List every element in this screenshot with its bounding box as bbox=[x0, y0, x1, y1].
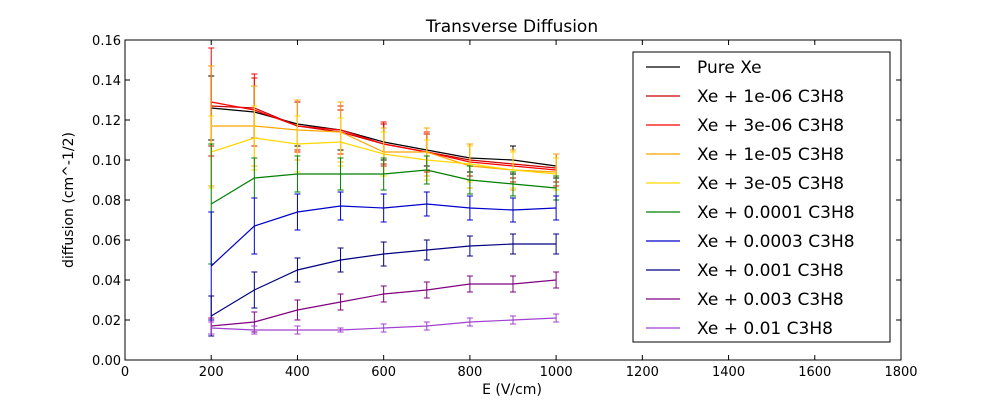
y-tick-label: 0.16 bbox=[92, 34, 121, 49]
y-tick-label: 0.00 bbox=[92, 354, 121, 369]
x-tick-label: 400 bbox=[285, 365, 310, 380]
series-group bbox=[208, 143, 560, 265]
series-line bbox=[210, 243, 557, 317]
y-tick-label: 0.04 bbox=[92, 274, 121, 289]
x-tick-label: 1400 bbox=[712, 365, 745, 380]
x-axis-ticks: 0 200 400 600 800 1000 1200 1400 1600 1800 bbox=[121, 40, 918, 380]
series-group bbox=[208, 271, 560, 335]
series-line bbox=[211, 137, 557, 175]
legend-label: Xe + 0.001 C3H8 bbox=[697, 261, 844, 281]
x-axis-title: E (V/cm) bbox=[482, 382, 542, 398]
legend-label: Xe + 1e-06 C3H8 bbox=[697, 87, 844, 107]
x-tick-label: 200 bbox=[199, 365, 224, 380]
plot-frame bbox=[124, 39, 902, 361]
legend-label: Xe + 0.0001 C3H8 bbox=[697, 203, 855, 223]
y-axis-title: diffusion (cm^-1/2) bbox=[61, 132, 77, 268]
legend-box bbox=[632, 51, 891, 343]
legend-label: Xe + 0.0003 C3H8 bbox=[697, 232, 855, 252]
x-tick-label: 1600 bbox=[798, 365, 831, 380]
series-group bbox=[208, 233, 560, 337]
series-group bbox=[208, 313, 560, 335]
y-tick-label: 0.10 bbox=[92, 154, 121, 169]
x-tick-label: 1000 bbox=[540, 365, 573, 380]
legend-label: Xe + 1e-05 C3H8 bbox=[697, 145, 844, 165]
y-tick-label: 0.08 bbox=[92, 194, 121, 209]
x-tick-label: 600 bbox=[371, 365, 396, 380]
legend: Pure Xe Xe + 1e-06 C3H8 Xe + 3e-06 C3H8 Xe … bbox=[632, 51, 891, 343]
series-line bbox=[211, 317, 557, 331]
legend-label: Xe + 3e-05 C3H8 bbox=[697, 174, 844, 194]
y-tick-label: 0.06 bbox=[92, 234, 121, 249]
series-line bbox=[210, 169, 557, 205]
x-tick-label: 0 bbox=[121, 365, 129, 380]
y-tick-label: 0.12 bbox=[92, 114, 121, 129]
y-axis-ticks: 0.00 0.02 0.04 0.06 0.08 0.10 0.12 0.14 0.16 bbox=[92, 34, 901, 369]
x-tick-label: 800 bbox=[457, 365, 482, 380]
y-tick-label: 0.14 bbox=[92, 74, 121, 89]
legend-label: Xe + 3e-06 C3H8 bbox=[697, 116, 844, 136]
legend-label: Xe + 0.003 C3H8 bbox=[697, 290, 844, 310]
series-layer bbox=[208, 47, 560, 337]
chart-title: Transverse Diffusion bbox=[425, 17, 598, 37]
x-tick-label: 1200 bbox=[626, 365, 659, 380]
series-line bbox=[211, 279, 557, 327]
legend-label: Xe + 0.01 C3H8 bbox=[697, 319, 833, 339]
legend-label: Pure Xe bbox=[697, 58, 762, 78]
y-tick-label: 0.02 bbox=[92, 314, 121, 329]
x-tick-label: 1800 bbox=[884, 365, 917, 380]
series-line bbox=[210, 203, 557, 267]
